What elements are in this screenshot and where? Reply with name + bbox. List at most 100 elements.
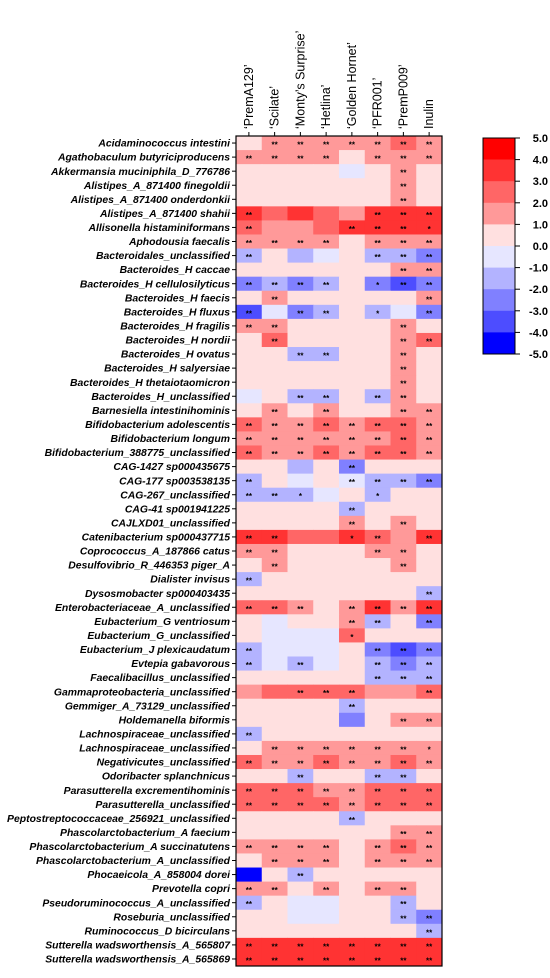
heatmap-cell <box>261 262 288 278</box>
significance-marker: ** <box>426 211 433 220</box>
heatmap-cell <box>287 389 314 404</box>
significance-marker: ** <box>349 703 356 712</box>
heatmap-cell <box>287 529 314 545</box>
significance-marker: ** <box>426 141 433 150</box>
heatmap-cell <box>261 515 288 531</box>
heatmap-cell <box>236 783 263 798</box>
heatmap-cell <box>416 332 443 348</box>
heatmap-cell <box>390 347 417 362</box>
colorbar: 5.0 4.0 3.0 2.0 1.0 0.0 -1.0 -2.0 -3.0 -4.0 -5.0 <box>482 133 548 361</box>
row-label: Lachnospiraceae_unclassified <box>79 744 230 755</box>
significance-marker: ** <box>349 788 356 797</box>
heatmap-cell <box>339 670 366 686</box>
heatmap-cell <box>416 431 443 446</box>
significance-marker: ** <box>272 956 279 965</box>
significance-marker: ** <box>272 858 279 867</box>
heatmap-cell <box>261 375 288 390</box>
heatmap-cell <box>339 572 366 587</box>
heatmap-cell <box>339 276 366 292</box>
significance-marker: ** <box>272 323 279 332</box>
heatmap-cell <box>390 951 417 967</box>
heatmap-cell <box>261 867 288 882</box>
heatmap-cell <box>236 712 263 728</box>
heatmap-cell <box>364 937 391 953</box>
significance-marker: ** <box>272 337 279 346</box>
heatmap-cell <box>261 361 288 376</box>
significance-marker: ** <box>246 436 253 445</box>
heatmap-cell <box>416 473 443 489</box>
heatmap-cell <box>390 515 417 531</box>
heatmap-cell <box>287 867 314 882</box>
heatmap-cell <box>390 614 417 629</box>
heatmap-cell <box>339 445 366 460</box>
heatmap-cell <box>261 740 288 756</box>
heatmap-cell <box>236 347 263 362</box>
significance-marker: ** <box>349 802 356 811</box>
heatmap-cell <box>416 740 443 756</box>
significance-marker: ** <box>297 155 304 164</box>
heatmap-cell <box>313 389 340 404</box>
significance-marker: ** <box>400 169 407 178</box>
significance-marker: ** <box>426 155 433 164</box>
heatmap-cell <box>313 318 340 334</box>
significance-marker: ** <box>426 436 433 445</box>
row-label: Phascolarctobacterium_A succinatutens <box>29 842 230 853</box>
significance-marker: ** <box>426 605 433 614</box>
heatmap-cell <box>390 248 417 264</box>
heatmap-cell <box>236 234 263 249</box>
heatmap-cell <box>287 684 314 700</box>
heatmap-cell <box>287 839 314 854</box>
heatmap-cell <box>390 403 417 418</box>
heatmap-cell <box>339 403 366 418</box>
heatmap-cell <box>236 558 263 573</box>
heatmap-cell <box>339 712 366 728</box>
column-label: Inulin <box>422 99 436 129</box>
row-label: Bacteroides_H fluxus <box>124 307 230 318</box>
row-label: Eubacterium_G ventriosum <box>94 617 230 628</box>
heatmap-cell <box>287 192 314 207</box>
significance-marker: ** <box>297 689 304 698</box>
significance-marker: ** <box>272 141 279 150</box>
significance-marker: ** <box>246 323 253 332</box>
heatmap-cell <box>313 853 340 868</box>
heatmap-cell <box>339 220 366 235</box>
significance-marker: ** <box>246 239 253 248</box>
significance-marker: ** <box>272 534 279 543</box>
heatmap-cell <box>287 220 314 235</box>
significance-marker: ** <box>349 689 356 698</box>
heatmap-cell <box>339 684 366 700</box>
heatmap-cell <box>287 304 314 320</box>
significance-marker: ** <box>272 436 279 445</box>
significance-marker: ** <box>323 281 330 290</box>
colorbar-tick-label: -2.0 <box>529 284 548 296</box>
heatmap-cell <box>390 459 417 475</box>
significance-marker: ** <box>272 563 279 572</box>
heatmap-cell <box>364 656 391 671</box>
heatmap-cell <box>313 529 340 545</box>
significance-marker: ** <box>246 760 253 769</box>
heatmap-cell <box>236 811 263 826</box>
heatmap-cell <box>339 417 366 432</box>
heatmap-cell <box>339 839 366 854</box>
heatmap-cell <box>236 332 263 348</box>
significance-marker: ** <box>297 661 304 670</box>
row-label: Desulfovibrio_R_446353 piger_A <box>68 561 230 572</box>
heatmap-cell <box>261 501 288 517</box>
heatmap-cell <box>287 501 314 517</box>
heatmap-cell <box>287 318 314 334</box>
heatmap-cell <box>416 276 443 292</box>
heatmap-cell <box>364 558 391 573</box>
significance-marker: ** <box>375 211 382 220</box>
heatmap-cell <box>287 150 314 165</box>
heatmap-cell <box>261 656 288 671</box>
significance-marker: * <box>350 534 354 543</box>
heatmap-cell <box>339 740 366 756</box>
heatmap-cell <box>364 797 391 812</box>
heatmap-cell <box>261 895 288 911</box>
heatmap-cell <box>416 909 443 925</box>
significance-marker: ** <box>272 942 279 951</box>
heatmap-cell <box>236 276 263 292</box>
row-label: Bacteroides_H fragilis <box>120 322 230 333</box>
heatmap-cell <box>236 586 263 601</box>
heatmap-cell <box>416 923 443 939</box>
